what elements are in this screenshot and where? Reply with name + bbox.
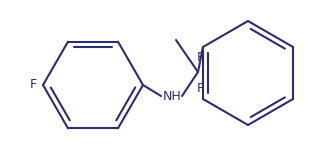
Text: F: F [197, 82, 203, 95]
Text: F: F [30, 79, 37, 91]
Text: F: F [197, 51, 203, 64]
Text: NH: NH [163, 89, 181, 103]
